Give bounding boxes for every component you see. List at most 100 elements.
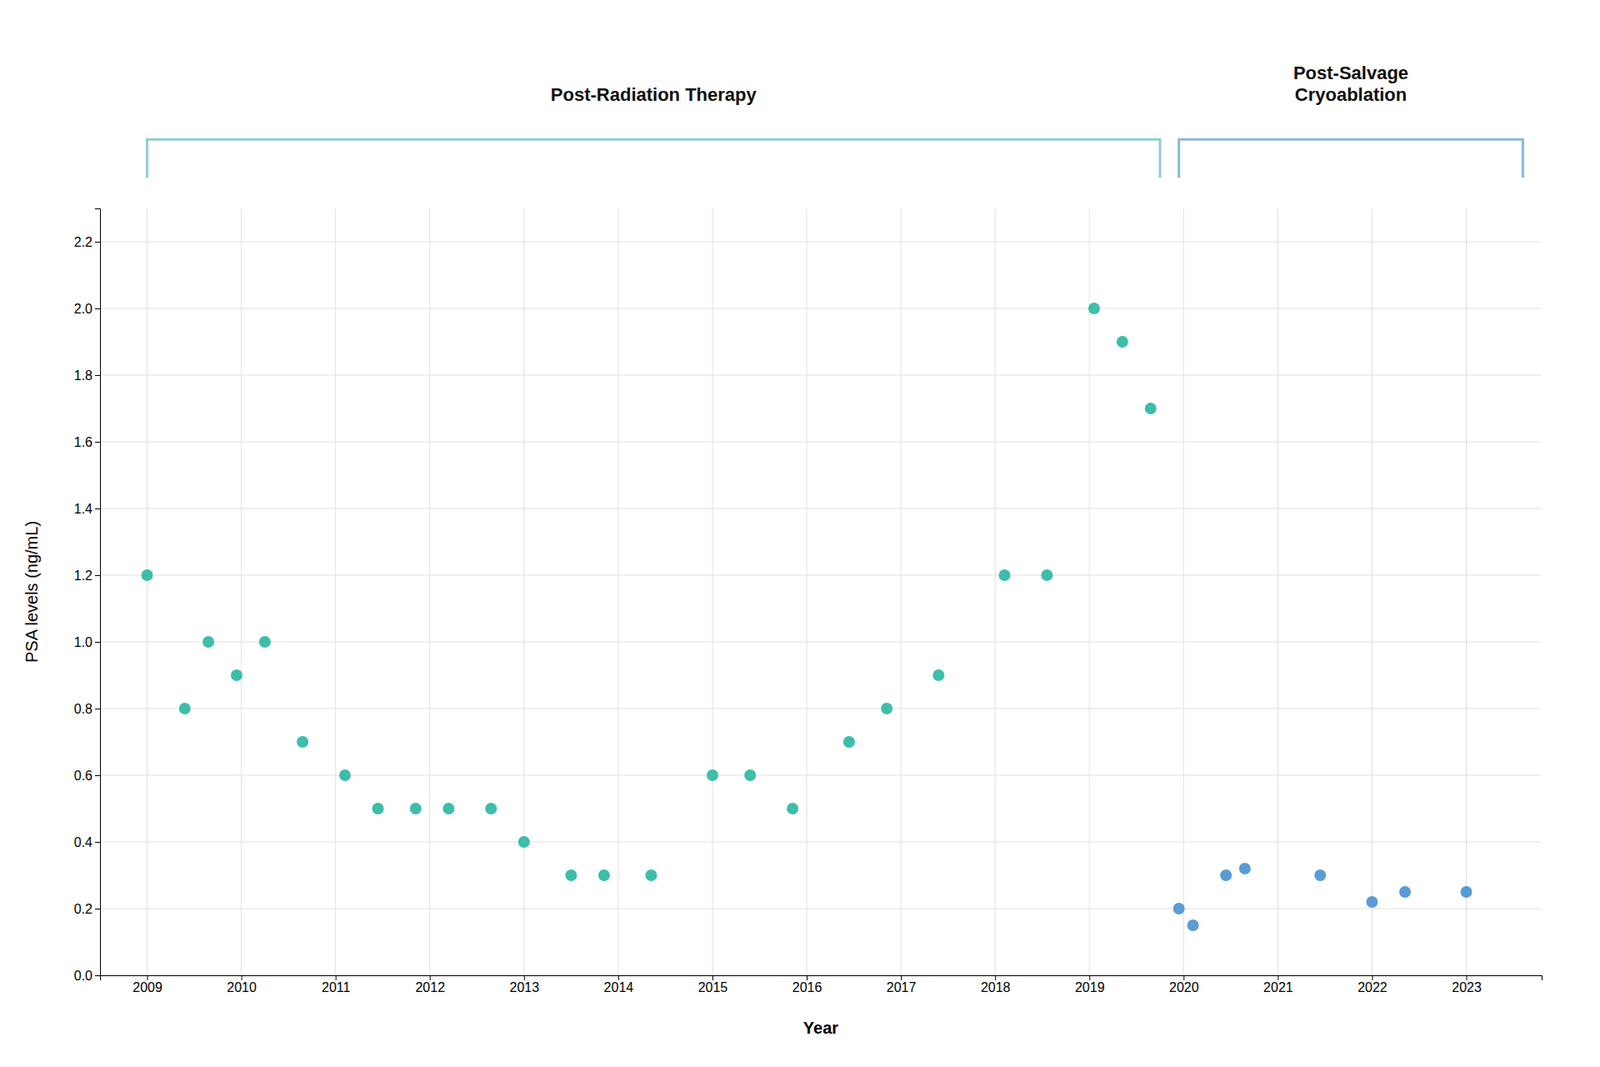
tick-mark — [1183, 975, 1185, 980]
point — [1399, 885, 1411, 898]
plot: 2009201020112012201320142015201620172018… — [22, 62, 1543, 1037]
grid-line — [335, 208, 336, 975]
tick-label: 2012 — [415, 980, 445, 995]
tick-mark — [95, 975, 100, 976]
point — [1187, 919, 1200, 931]
point — [1239, 862, 1251, 875]
tick: 0.0 — [74, 968, 100, 983]
tick-label: 2018 — [980, 980, 1011, 995]
tick-mark — [147, 975, 149, 980]
x-axis: 2009201020112012201320142015201620172018… — [100, 975, 1543, 995]
tick: 2016 — [792, 975, 823, 995]
point — [1040, 569, 1053, 581]
tick-label: 2021 — [1263, 980, 1294, 995]
tick: 2.2 — [74, 235, 100, 250]
tick-label: 1.8 — [74, 368, 93, 383]
grid-line — [240, 208, 242, 975]
tick: 2017 — [886, 975, 917, 995]
tick-mark — [1466, 975, 1468, 980]
tick: 2012 — [415, 975, 445, 995]
point — [230, 669, 243, 681]
tick: 2019 — [1075, 975, 1105, 995]
tick-label: 2020 — [1169, 980, 1200, 995]
tick-label: 0.4 — [74, 835, 93, 850]
point — [565, 869, 577, 881]
tick-label: 2022 — [1357, 980, 1388, 995]
tick: 2010 — [226, 975, 257, 995]
tick-mark — [806, 975, 808, 980]
point — [372, 802, 385, 815]
tick-label: 0.2 — [74, 901, 93, 916]
series — [141, 302, 1157, 881]
axis-line — [100, 975, 1543, 981]
tick-mark — [95, 241, 100, 243]
grid-line — [100, 908, 1542, 910]
tick-label: 2017 — [886, 980, 917, 995]
tick-label: 2010 — [226, 980, 257, 995]
point — [1365, 895, 1378, 908]
tick: 2014 — [604, 975, 635, 995]
tick: 2015 — [698, 975, 729, 995]
point — [1116, 335, 1129, 348]
grid-line — [100, 508, 1542, 510]
y-axis: 0.00.20.40.60.81.01.21.41.61.82.02.2 — [74, 209, 101, 983]
tick-label: 2016 — [792, 980, 823, 995]
series — [1173, 862, 1473, 931]
tick-label: 1.4 — [74, 501, 93, 516]
tick: 2.0 — [74, 301, 100, 316]
tick: 2020 — [1169, 975, 1200, 995]
grid-line — [1183, 208, 1185, 975]
tick: 0.8 — [74, 701, 100, 716]
tick: 1.4 — [74, 501, 100, 516]
bracket — [1179, 139, 1524, 178]
point — [1220, 869, 1232, 881]
point — [141, 569, 154, 581]
grid-line — [806, 208, 808, 975]
point — [843, 735, 855, 748]
tick: 2022 — [1357, 975, 1388, 995]
grid-line — [100, 841, 1542, 843]
grid-line — [1465, 208, 1467, 975]
tick-label: 1.0 — [74, 635, 93, 650]
grid-line — [100, 575, 1542, 576]
tick-mark — [95, 908, 100, 910]
tick-mark — [524, 975, 525, 980]
tick: 1.6 — [74, 435, 100, 450]
tick: 2011 — [321, 975, 351, 995]
tick: 2013 — [510, 975, 540, 995]
point — [1314, 869, 1326, 881]
point — [259, 635, 271, 648]
tick-mark — [95, 508, 100, 510]
tick: 0.2 — [74, 901, 100, 916]
point — [179, 702, 191, 715]
tick-mark — [95, 575, 100, 576]
marks — [141, 302, 1473, 931]
point — [1173, 902, 1185, 915]
annotation-label: Post-SalvageCryoablation — [1293, 62, 1409, 105]
x-axis-title: Year — [803, 1018, 839, 1037]
tick-mark — [618, 975, 620, 980]
tick-mark — [95, 441, 100, 443]
tick: 0.4 — [74, 835, 100, 850]
tick-label: 0.0 — [74, 968, 93, 983]
tick-mark — [95, 775, 100, 776]
tick-mark — [1277, 975, 1279, 980]
point — [598, 869, 610, 881]
point — [706, 769, 719, 781]
tick: 1.0 — [74, 635, 100, 650]
tick-label: 2.2 — [74, 235, 93, 250]
grid-line — [100, 708, 1542, 710]
tick-label: 0.6 — [74, 768, 93, 783]
point — [485, 802, 497, 815]
grid-line — [995, 208, 996, 975]
tick-mark — [95, 708, 100, 710]
tick-mark — [712, 975, 714, 980]
grid-line — [1277, 208, 1279, 975]
point — [1145, 402, 1157, 415]
tick-mark — [241, 975, 243, 980]
point — [442, 802, 455, 815]
tick: 2018 — [980, 975, 1011, 995]
tick-mark — [430, 975, 431, 980]
grid-line — [1371, 208, 1373, 975]
point — [932, 669, 945, 681]
